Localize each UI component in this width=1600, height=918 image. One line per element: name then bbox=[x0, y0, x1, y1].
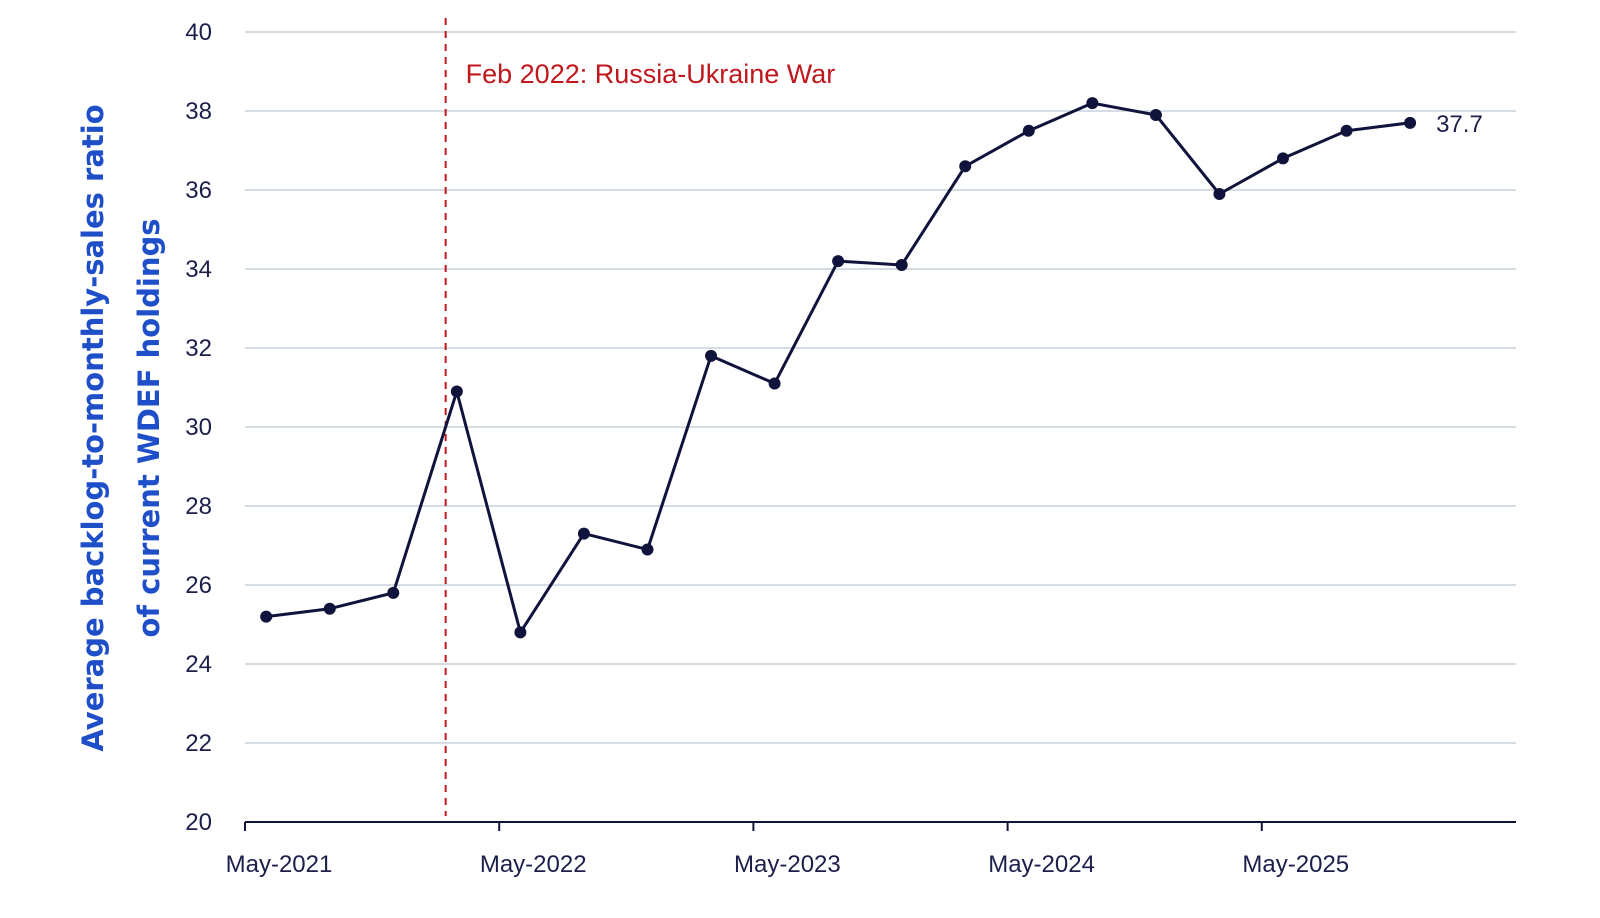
x-tick-label: May-2023 bbox=[734, 851, 841, 878]
data-point bbox=[260, 610, 273, 623]
y-tick-label: 22 bbox=[185, 730, 212, 757]
x-axis: May-2021 May-2022 May-2023 May-2024 May-2025 bbox=[226, 821, 1516, 878]
y-tick-label: 38 bbox=[185, 98, 212, 125]
x-tick-label: May-2021 bbox=[226, 851, 333, 878]
x-tick-label: May-2025 bbox=[1242, 851, 1349, 878]
data-point bbox=[577, 527, 590, 540]
event-annotation-text: Feb 2022: Russia-Ukraine War bbox=[466, 59, 836, 89]
data-point bbox=[323, 602, 336, 615]
data-point bbox=[1022, 124, 1035, 137]
y-axis-label-line-1: Average backlog-to-monthly-sales ratio bbox=[76, 104, 110, 751]
data-point bbox=[895, 259, 908, 272]
y-tick-label: 26 bbox=[185, 572, 212, 599]
data-point bbox=[450, 385, 463, 398]
data-point bbox=[705, 349, 718, 362]
y-tick-label: 30 bbox=[185, 414, 212, 441]
y-tick-label: 28 bbox=[185, 493, 212, 520]
series-layer: 37.7 bbox=[260, 97, 1483, 639]
data-point bbox=[959, 160, 972, 173]
y-axis-ticks: 20 22 24 26 28 30 32 34 36 38 40 bbox=[185, 19, 212, 836]
data-point bbox=[514, 626, 527, 639]
data-point bbox=[1404, 116, 1417, 129]
x-tick-label: May-2024 bbox=[988, 851, 1095, 878]
data-point bbox=[832, 255, 845, 268]
data-point bbox=[1086, 97, 1099, 110]
y-axis-label-line-2: of current WDEF holdings bbox=[132, 219, 166, 638]
data-point bbox=[1213, 187, 1226, 200]
data-point bbox=[641, 543, 654, 556]
series-line bbox=[266, 101, 1411, 634]
y-tick-label: 34 bbox=[185, 256, 212, 283]
y-tick-label: 36 bbox=[185, 177, 212, 204]
data-point bbox=[768, 377, 781, 390]
x-tick-label: May-2022 bbox=[480, 851, 587, 878]
data-point bbox=[1340, 124, 1353, 137]
event-annotation: Feb 2022: Russia-Ukraine War bbox=[444, 18, 836, 816]
y-tick-label: 20 bbox=[185, 809, 212, 836]
gridlines bbox=[245, 31, 1516, 744]
y-tick-label: 24 bbox=[185, 651, 212, 678]
y-tick-label: 32 bbox=[185, 335, 212, 362]
data-point bbox=[1276, 152, 1289, 165]
end-value-label: 37.7 bbox=[1436, 111, 1483, 138]
y-tick-label: 40 bbox=[185, 19, 212, 46]
data-point bbox=[387, 586, 400, 599]
data-point bbox=[1149, 108, 1162, 121]
